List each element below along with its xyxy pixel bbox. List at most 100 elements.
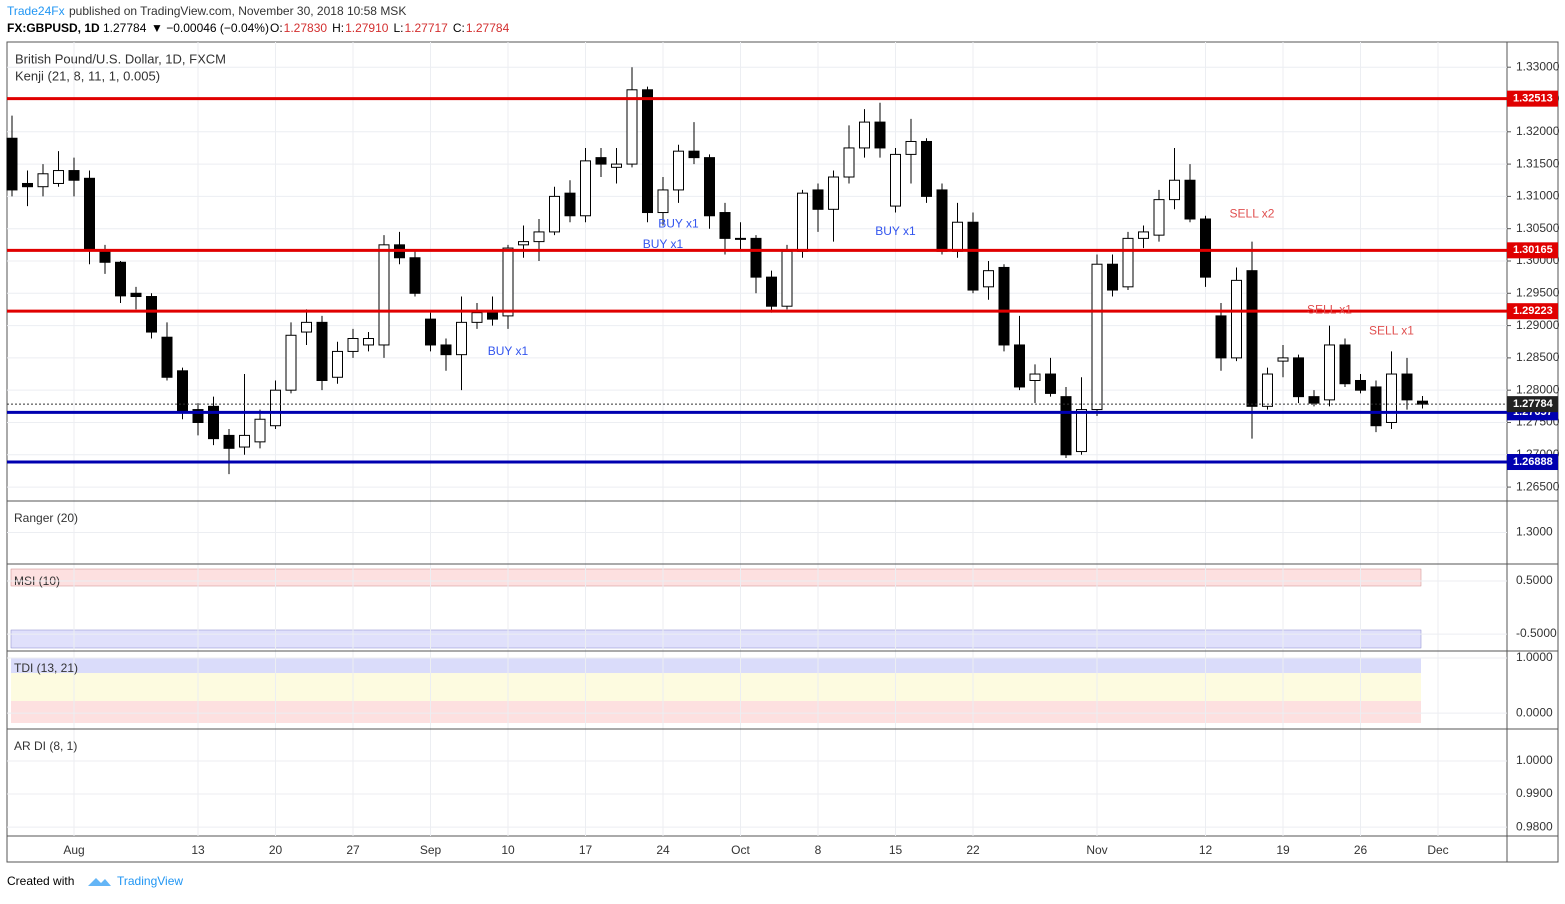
- y-tick-label: 1.29500: [1516, 285, 1560, 299]
- x-tick-label: 13: [191, 843, 205, 857]
- candle-body: [936, 189, 948, 252]
- level-label: 1.29223: [1513, 305, 1553, 317]
- y-tick-label: 1.28000: [1516, 382, 1560, 396]
- x-tick-label: 20: [269, 843, 283, 857]
- candle-body: [1231, 279, 1242, 359]
- x-tick-label: Oct: [731, 843, 750, 857]
- candle-body: [642, 89, 653, 214]
- y-tick-label: 0.9900: [1516, 786, 1553, 800]
- candle-body: [239, 434, 250, 448]
- candle-body: [53, 170, 64, 184]
- y-tick-label: 1.33000: [1516, 59, 1560, 73]
- candle-body: [254, 418, 266, 443]
- ohlc-label: C:: [453, 21, 465, 35]
- candle-body: [130, 292, 142, 298]
- candle-body: [177, 370, 188, 414]
- candle-body: [1138, 231, 1149, 239]
- candle-body: [750, 237, 762, 278]
- candle-body: [1014, 344, 1025, 388]
- msi-band: [10, 568, 1422, 587]
- annotation: BUY x1: [658, 216, 699, 230]
- y-tick-label: -0.5000: [1516, 626, 1557, 640]
- candle-body: [1308, 396, 1320, 404]
- candle-body: [719, 212, 731, 239]
- candle-body: [843, 147, 855, 178]
- candle-body: [456, 321, 467, 356]
- level-label-box: [1507, 242, 1558, 259]
- candle-body: [99, 250, 111, 263]
- candle-body: [983, 270, 994, 288]
- candle-body: [1339, 344, 1351, 385]
- candle-body: [688, 150, 700, 159]
- candle-body: [115, 261, 126, 297]
- ohlc-value: 1.27784: [466, 21, 510, 35]
- candle-body: [704, 157, 715, 217]
- x-tick-label: 17: [579, 843, 593, 857]
- annotation: BUY x1: [643, 237, 684, 251]
- candle-body: [1060, 396, 1072, 456]
- candle-body: [84, 177, 95, 251]
- level-label-box: [1507, 454, 1558, 471]
- candle-body: [409, 257, 421, 294]
- panel-title: AR DI (8, 1): [14, 739, 77, 753]
- candle-body: [1107, 263, 1118, 291]
- candle-body: [363, 338, 374, 346]
- last-price-box: [1507, 396, 1558, 413]
- candle-body: [1246, 270, 1258, 407]
- candle-body: [874, 121, 886, 149]
- ohlc-value: 1.27830: [284, 21, 328, 35]
- candle-body: [487, 312, 498, 320]
- x-tick-label: Aug: [63, 843, 84, 857]
- candle-body: [812, 189, 824, 210]
- last-price-label: 1.27784: [1513, 398, 1554, 410]
- candle-body: [6, 137, 18, 191]
- candle-body: [192, 409, 204, 423]
- y-tick-label: 1.32000: [1516, 124, 1560, 138]
- candle-body: [905, 140, 917, 155]
- candle-body: [1370, 386, 1382, 427]
- candle-body: [1277, 357, 1289, 362]
- level-label: 1.26888: [1513, 456, 1553, 468]
- chart-subtitle: Kenji (21, 8, 11, 1, 0.005): [15, 68, 160, 83]
- candle-body: [735, 237, 746, 240]
- y-tick-label: 1.3000: [1516, 525, 1553, 539]
- candle-body: [1324, 344, 1335, 401]
- tdi-band: [11, 658, 1421, 673]
- candle-body: [378, 244, 390, 346]
- y-tick-label: 1.29000: [1516, 318, 1560, 332]
- candle-body: [533, 231, 545, 243]
- candle-body: [161, 336, 173, 378]
- symbol: FX:GBPUSD, 1D: [7, 21, 100, 35]
- candle-body: [22, 182, 33, 188]
- y-tick-label: 1.0000: [1516, 650, 1553, 664]
- level-label: 1.30165: [1513, 244, 1553, 256]
- annotation: BUY x1: [488, 344, 529, 358]
- x-tick-label: 19: [1276, 843, 1290, 857]
- ohlc-label: H:: [332, 21, 344, 35]
- publisher[interactable]: Trade24Fx: [7, 4, 65, 18]
- candle-body: [1184, 179, 1196, 220]
- footer-created: Created with: [7, 874, 74, 888]
- candle-body: [146, 296, 157, 333]
- candle-body: [1293, 357, 1304, 398]
- candle-body: [1091, 263, 1103, 411]
- footer-brand[interactable]: TradingView: [117, 874, 183, 888]
- candle-body: [223, 434, 235, 449]
- candle-body: [781, 250, 793, 307]
- candle-body: [1386, 373, 1397, 423]
- y-tick-label: 1.31000: [1516, 189, 1560, 203]
- candle-body: [797, 192, 808, 252]
- change: ▼ −0.00046 (−0.04%): [151, 21, 269, 35]
- candle-body: [347, 338, 359, 352]
- candle-body: [68, 170, 80, 181]
- y-tick-label: 1.28500: [1516, 350, 1560, 364]
- published: published on TradingView.com, November 3…: [69, 4, 406, 18]
- candle-body: [595, 157, 607, 165]
- annotation: SELL x1: [1307, 302, 1352, 316]
- candle-body: [626, 89, 638, 165]
- level-label-box: [1507, 303, 1558, 320]
- candle-body: [580, 160, 591, 217]
- logo: [88, 878, 111, 886]
- y-tick-label: 1.26500: [1516, 479, 1560, 493]
